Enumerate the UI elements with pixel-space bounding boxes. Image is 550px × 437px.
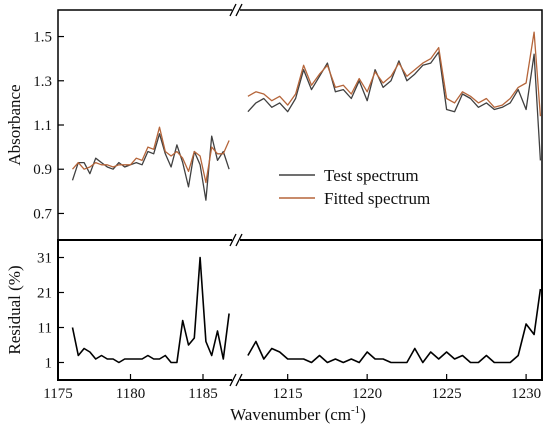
absorbance-plot-area	[71, 31, 542, 201]
x-tick-label: 1225	[432, 386, 462, 402]
axis-break-slash	[235, 373, 243, 387]
absorbance-y-tick-label: 1.3	[33, 74, 52, 90]
axis-break-slash	[235, 3, 243, 17]
axis-break-slash	[229, 3, 237, 17]
axis-break-gap	[232, 235, 240, 245]
axis-break-gap	[232, 375, 240, 385]
wavenumber-x-axis-title: Wavenumber (cm-1)	[230, 404, 366, 424]
x-axis-title-superscript: -1	[351, 404, 360, 416]
x-tick-label: 1185	[188, 386, 217, 402]
axis-break-slash	[229, 373, 237, 387]
absorbance-y-tick-label: 1.5	[33, 30, 52, 46]
wavenumber-x-axis: 1175 1180 1185 1215 1220 1225 1230	[43, 374, 541, 402]
axis-break-marks	[229, 3, 243, 387]
absorbance-panel-frame	[57, 9, 543, 241]
legend-label-test-spectrum: Test spectrum	[324, 166, 419, 185]
residual-line-segment-1	[71, 256, 230, 364]
test-spectrum-line-segment-1	[71, 133, 230, 201]
absorbance-y-tick-label: 0.7	[33, 206, 52, 222]
x-tick-label: 1220	[352, 386, 382, 402]
x-axis-title-close: )	[360, 405, 366, 424]
x-tick-label: 1180	[116, 386, 145, 402]
residual-plot-area	[71, 256, 542, 364]
residual-y-tick-label: 21	[37, 286, 52, 302]
axis-break-slash	[235, 233, 243, 247]
axis-break-gap	[232, 5, 240, 15]
fitted-spectrum-line-segment-1	[72, 126, 230, 184]
absorbance-y-axis: 0.7 0.9 1.1 1.3 1.5	[33, 30, 64, 222]
residual-panel-frame	[57, 239, 543, 381]
x-axis-title-main: Wavenumber (cm	[230, 405, 351, 424]
residual-y-tick-label: 1	[45, 356, 53, 372]
legend-label-fitted-spectrum: Fitted spectrum	[324, 189, 430, 208]
x-tick-label: 1230	[511, 386, 541, 402]
absorbance-y-tick-label: 1.1	[33, 118, 52, 134]
x-tick-label: 1175	[43, 386, 72, 402]
residual-y-axis-title: Residual (%)	[5, 265, 24, 354]
absorbance-y-axis-title: Absorbance	[5, 84, 24, 165]
legend: Test spectrum Fitted spectrum	[279, 166, 430, 208]
x-tick-label: 1215	[273, 386, 303, 402]
residual-y-tick-label: 11	[38, 321, 52, 337]
fitted-spectrum-line-segment-2	[247, 31, 542, 117]
axis-break-slash	[229, 233, 237, 247]
residual-y-tick-label: 31	[37, 251, 52, 267]
absorbance-y-tick-label: 0.9	[33, 162, 52, 178]
absorbance-panel: 0.7 0.9 1.1 1.3 1.5 Absorbance Test spectrum…	[5, 9, 543, 241]
residual-line-segment-2	[247, 288, 542, 364]
